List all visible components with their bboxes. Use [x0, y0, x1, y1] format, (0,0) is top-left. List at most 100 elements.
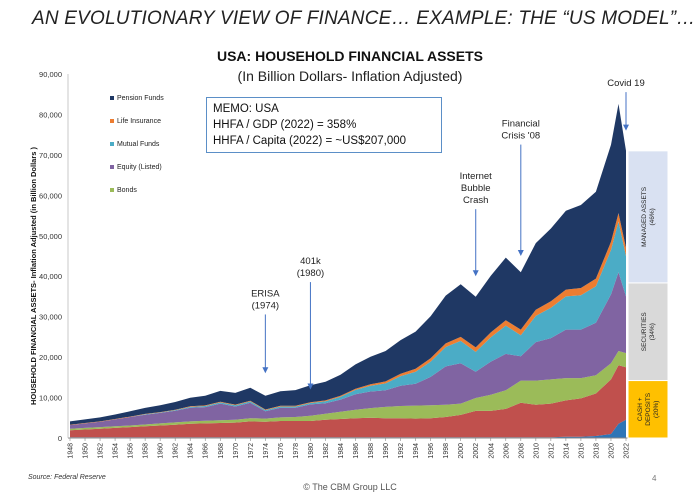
x-tick-label: 2014 [563, 443, 570, 459]
x-tick-label: 2008 [518, 443, 525, 459]
side-box-label: SECURITIES [641, 312, 648, 352]
y-axis-label: HOUSEHOLD FINANCIAL ASSETS- Inflation Ad… [29, 146, 38, 405]
area-equity-listed [70, 272, 626, 429]
x-tick-label: 1952 [98, 443, 105, 459]
x-tick-label: 2006 [503, 443, 510, 459]
x-tick-label: 1980 [308, 443, 315, 459]
page-number: 4 [652, 474, 657, 483]
y-tick-label: 10,000 [39, 394, 62, 403]
x-tick-label: 2022 [624, 443, 631, 459]
side-box-label: CASH + [637, 397, 644, 421]
x-tick-label: 1994 [413, 443, 420, 459]
memo-line-3: HHFA / Capita (2022) = ~US$207,000 [213, 135, 407, 147]
axes: 0 10,000 20,000 30,000 40,000 50,000 60,000 70,… [29, 70, 631, 459]
side-box-label: (46%) [649, 208, 656, 225]
stacked-areas [70, 103, 626, 438]
annotation-label: Financial [502, 119, 540, 130]
area-bonds [70, 351, 626, 431]
x-tick-label: 1968 [218, 443, 225, 459]
x-tick-label: 2004 [488, 443, 495, 459]
x-tick-label: 1948 [68, 443, 75, 459]
annotation-arrowhead [307, 383, 314, 390]
copyright-footer: © The CBM Group LLC [303, 482, 397, 492]
x-tick-label: 2020 [608, 443, 615, 459]
memo-line-1: MEMO: USA [213, 103, 279, 115]
annotation-label: Bubble [461, 183, 491, 194]
annotation-arrowhead [262, 367, 269, 374]
annotation-arrowhead [623, 124, 629, 131]
side-box [627, 380, 669, 439]
y-tick-label: 80,000 [39, 110, 62, 119]
annotation-label: Internet [460, 171, 493, 182]
legend-swatch [110, 96, 114, 100]
annotation-label: (1974) [252, 300, 279, 311]
x-tick-label: 1978 [293, 443, 300, 459]
x-tick-label: 2000 [458, 443, 465, 459]
y-tick-label: 30,000 [39, 313, 62, 322]
x-tick-label: 1966 [203, 443, 210, 459]
x-tick-label: 1984 [338, 443, 345, 459]
side-box-label: MANAGED ASSETS [641, 186, 648, 247]
y-tick-label: 0 [58, 434, 62, 443]
legend-swatch [110, 142, 114, 146]
y-tick-label: 60,000 [39, 191, 62, 200]
side-box-label: (34%) [649, 323, 656, 340]
y-tick-label: 70,000 [39, 151, 62, 160]
side-box [627, 282, 669, 382]
annotation-label: Covid 19 [607, 78, 645, 89]
side-box-label: (20%) [653, 401, 660, 418]
legend-swatch [110, 188, 114, 192]
y-tick-label: 50,000 [39, 232, 62, 241]
x-tick-label: 1986 [353, 443, 360, 459]
x-tick-label: 1956 [128, 443, 135, 459]
annotation-arrowhead [517, 250, 524, 256]
x-tick-label: 1998 [443, 443, 450, 459]
x-tick-label: 1990 [383, 443, 390, 459]
x-tick-label: 1992 [398, 443, 405, 459]
side-box [627, 150, 669, 284]
source-note: Source: Federal Reserve [28, 474, 106, 481]
x-tick-label: 1996 [428, 443, 435, 459]
x-tick-label: 1982 [323, 443, 330, 459]
x-tick-label: 1976 [278, 443, 285, 459]
x-tick-label: 1960 [158, 443, 165, 459]
x-tick-label: 1954 [113, 443, 120, 459]
side-box-label: DEPOSITS [645, 392, 652, 426]
x-tick-label: 1974 [263, 443, 270, 459]
legend-label: Pension Funds [117, 95, 164, 102]
x-tick-label: 2010 [533, 443, 540, 459]
x-tick-label: 1964 [188, 443, 195, 459]
annotation-label: 401k [300, 256, 321, 267]
chart-title: USA: HOUSEHOLD FINANCIAL ASSETS [216, 48, 483, 64]
x-tick-label: 2016 [578, 443, 585, 459]
legend: Pension Funds Life Insurance Mutual Funds E… [110, 95, 164, 194]
y-tick-label: 20,000 [39, 353, 62, 362]
area-deposits [70, 365, 626, 438]
x-tick-label: 1988 [368, 443, 375, 459]
x-tick-label: 1958 [143, 443, 150, 459]
x-tick-label: 1970 [233, 443, 240, 459]
y-tick-label: 40,000 [39, 272, 62, 281]
legend-label: Life Insurance [117, 118, 161, 125]
legend-label: Equity (Listed) [117, 164, 162, 171]
annotation-arrowhead [472, 270, 479, 277]
memo-box: MEMO: USA HHFA / GDP (2022) = 358% HHFA … [206, 97, 442, 153]
legend-swatch [110, 119, 114, 123]
side-boxes: MANAGED ASSETS (46%) SECURITIES (34%) CASH +… [627, 150, 669, 439]
memo-line-2: HHFA / GDP (2022) = 358% [213, 119, 357, 131]
slide-title: AN EVOLUTIONARY VIEW OF FINANCE… EXAMPLE… [32, 8, 696, 29]
legend-label: Mutual Funds [117, 141, 160, 148]
legend-label: Bonds [117, 187, 137, 194]
annotation-label: Crash [463, 195, 488, 206]
annotation-label: Crisis '08 [501, 131, 540, 142]
annotation-label: ERISA [251, 288, 280, 299]
x-tick-label: 1972 [248, 443, 255, 459]
chart-subtitle: (In Billion Dollars- Inflation Adjusted) [237, 68, 463, 84]
x-tick-label: 1950 [83, 443, 90, 459]
x-tick-label: 2012 [548, 443, 555, 459]
x-tick-label: 2002 [473, 443, 480, 459]
legend-swatch [110, 165, 114, 169]
annotations: ERISA(1974) 401k(1980) InternetBubbleCrash… [251, 78, 645, 390]
annotation-label: (1980) [297, 268, 324, 279]
